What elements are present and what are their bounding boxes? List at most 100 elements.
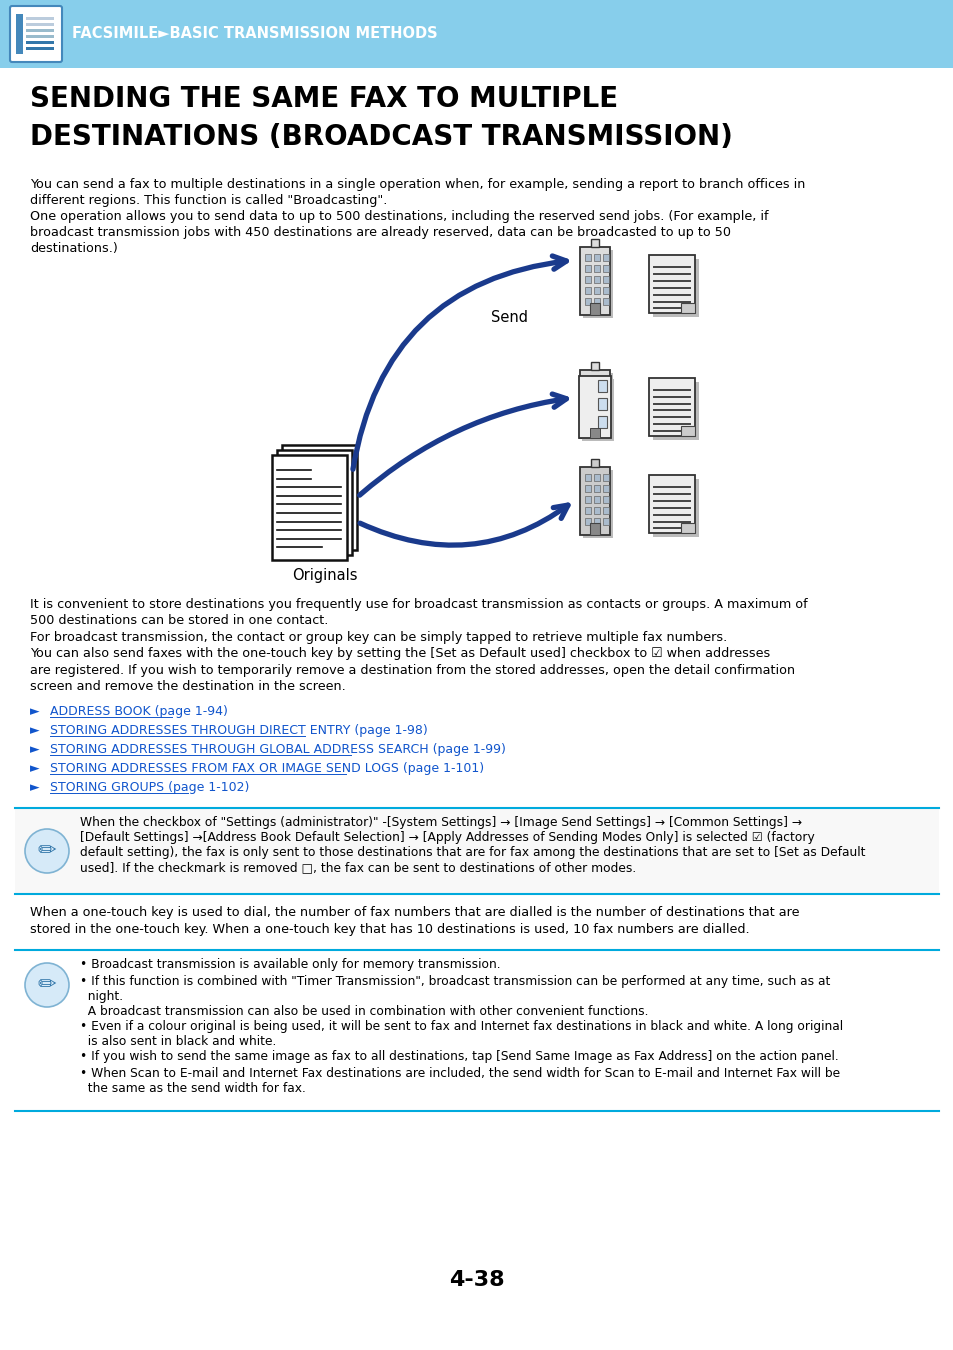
Text: For broadcast transmission, the contact or group key can be simply tapped to ret: For broadcast transmission, the contact …: [30, 630, 726, 644]
Bar: [26, 23, 54, 26]
Bar: [589, 425, 599, 437]
Bar: [648, 378, 695, 436]
FancyArrowPatch shape: [359, 394, 566, 495]
Bar: [589, 522, 599, 535]
Text: STORING GROUPS (page 1-102): STORING GROUPS (page 1-102): [50, 782, 249, 794]
Bar: [594, 377, 599, 383]
Text: night.: night.: [80, 990, 123, 1003]
Text: • Even if a colour original is being used, it will be sent to fax and Internet f: • Even if a colour original is being use…: [80, 1021, 842, 1033]
Bar: [652, 259, 699, 317]
Bar: [584, 387, 590, 394]
Text: STORING ADDRESSES THROUGH DIRECT ENTRY (page 1-98): STORING ADDRESSES THROUGH DIRECT ENTRY (…: [50, 724, 427, 737]
Bar: [26, 35, 54, 38]
Text: ►: ►: [30, 724, 40, 737]
Text: used]. If the checkmark is removed □, the fax can be sent to destinations of oth: used]. If the checkmark is removed □, th…: [80, 861, 636, 873]
Bar: [598, 416, 606, 428]
Bar: [584, 377, 590, 383]
Text: STORING ADDRESSES FROM FAX OR IMAGE SEND LOGS (page 1-101): STORING ADDRESSES FROM FAX OR IMAGE SEND…: [50, 761, 483, 775]
Bar: [594, 474, 599, 482]
Bar: [584, 497, 590, 504]
Text: [Default Settings] →[Address Book Default Selection] → [Apply Addresses of Sendi: [Default Settings] →[Address Book Defaul…: [80, 832, 814, 844]
Text: ADDRESS BOOK (page 1-94): ADDRESS BOOK (page 1-94): [50, 705, 228, 718]
Bar: [602, 486, 608, 493]
Text: ►: ►: [30, 782, 40, 794]
Text: When a one-touch key is used to dial, the number of fax numbers that are dialled: When a one-touch key is used to dial, th…: [30, 906, 799, 919]
Text: When the checkbox of "Settings (administrator)" -[System Settings] → [Image Send: When the checkbox of "Settings (administ…: [80, 815, 801, 829]
Text: Originals: Originals: [292, 568, 357, 583]
Bar: [578, 375, 610, 437]
Bar: [16, 14, 23, 54]
Bar: [680, 425, 695, 436]
Text: are registered. If you wish to temporarily remove a destination from the stored : are registered. If you wish to temporari…: [30, 664, 794, 676]
Text: DESTINATIONS (BROADCAST TRANSMISSION): DESTINATIONS (BROADCAST TRANSMISSION): [30, 123, 732, 151]
Bar: [594, 420, 599, 428]
Bar: [582, 470, 613, 539]
Bar: [602, 266, 608, 273]
Text: FACSIMILE►BASIC TRANSMISSION METHODS: FACSIMILE►BASIC TRANSMISSION METHODS: [71, 27, 437, 42]
Bar: [584, 255, 590, 262]
Bar: [652, 382, 699, 440]
Bar: [648, 255, 695, 313]
Bar: [15, 950, 938, 1111]
Bar: [584, 518, 590, 525]
Text: ►: ►: [30, 705, 40, 718]
Bar: [602, 409, 608, 417]
Bar: [589, 302, 599, 315]
Bar: [26, 16, 54, 20]
Text: default setting), the fax is only sent to those destinations that are for fax am: default setting), the fax is only sent t…: [80, 846, 864, 859]
Bar: [602, 420, 608, 428]
Text: broadcast transmission jobs with 450 destinations are already reserved, data can: broadcast transmission jobs with 450 des…: [30, 225, 730, 239]
Bar: [579, 247, 609, 315]
Bar: [584, 398, 590, 406]
Bar: [584, 277, 590, 284]
Text: STORING ADDRESSES THROUGH GLOBAL ADDRESS SEARCH (page 1-99): STORING ADDRESSES THROUGH GLOBAL ADDRESS…: [50, 743, 505, 756]
Text: You can send a fax to multiple destinations in a single operation when, for exam: You can send a fax to multiple destinati…: [30, 178, 804, 190]
Text: • When Scan to E-mail and Internet Fax destinations are included, the send width: • When Scan to E-mail and Internet Fax d…: [80, 1066, 840, 1080]
Bar: [590, 239, 598, 247]
Text: destinations.): destinations.): [30, 242, 117, 255]
Bar: [584, 266, 590, 273]
Text: 4-38: 4-38: [449, 1270, 504, 1291]
FancyArrowPatch shape: [353, 256, 566, 470]
Bar: [273, 455, 347, 560]
Text: ►: ►: [30, 761, 40, 775]
Bar: [584, 486, 590, 493]
Bar: [594, 266, 599, 273]
Bar: [584, 288, 590, 294]
Bar: [584, 409, 590, 417]
Bar: [602, 398, 608, 406]
Bar: [594, 255, 599, 262]
Bar: [26, 40, 54, 45]
Bar: [26, 46, 54, 50]
Bar: [15, 809, 938, 894]
Bar: [602, 474, 608, 482]
Bar: [602, 377, 608, 383]
Text: You can also send faxes with the one-touch key by setting the [Set as Default us: You can also send faxes with the one-tou…: [30, 648, 769, 660]
Text: stored in the one-touch key. When a one-touch key that has 10 destinations is us: stored in the one-touch key. When a one-…: [30, 923, 749, 936]
Text: is also sent in black and white.: is also sent in black and white.: [80, 1035, 276, 1048]
Bar: [602, 518, 608, 525]
Text: ✏: ✏: [38, 975, 56, 995]
Bar: [579, 467, 609, 535]
Bar: [598, 379, 606, 391]
Bar: [277, 450, 352, 555]
Text: SENDING THE SAME FAX TO MULTIPLE: SENDING THE SAME FAX TO MULTIPLE: [30, 85, 618, 113]
Bar: [584, 508, 590, 514]
Circle shape: [25, 829, 69, 873]
Text: 500 destinations can be stored in one contact.: 500 destinations can be stored in one co…: [30, 614, 328, 628]
Bar: [594, 387, 599, 394]
Text: One operation allows you to send data to up to 500 destinations, including the r: One operation allows you to send data to…: [30, 211, 768, 223]
Circle shape: [25, 963, 69, 1007]
Bar: [602, 298, 608, 305]
Bar: [648, 475, 695, 533]
Text: ✏: ✏: [38, 841, 56, 861]
Bar: [652, 479, 699, 537]
Bar: [579, 370, 609, 437]
Bar: [282, 446, 357, 549]
Bar: [590, 459, 598, 467]
Bar: [602, 277, 608, 284]
FancyBboxPatch shape: [10, 5, 62, 62]
Bar: [602, 255, 608, 262]
Bar: [602, 387, 608, 394]
Bar: [594, 288, 599, 294]
